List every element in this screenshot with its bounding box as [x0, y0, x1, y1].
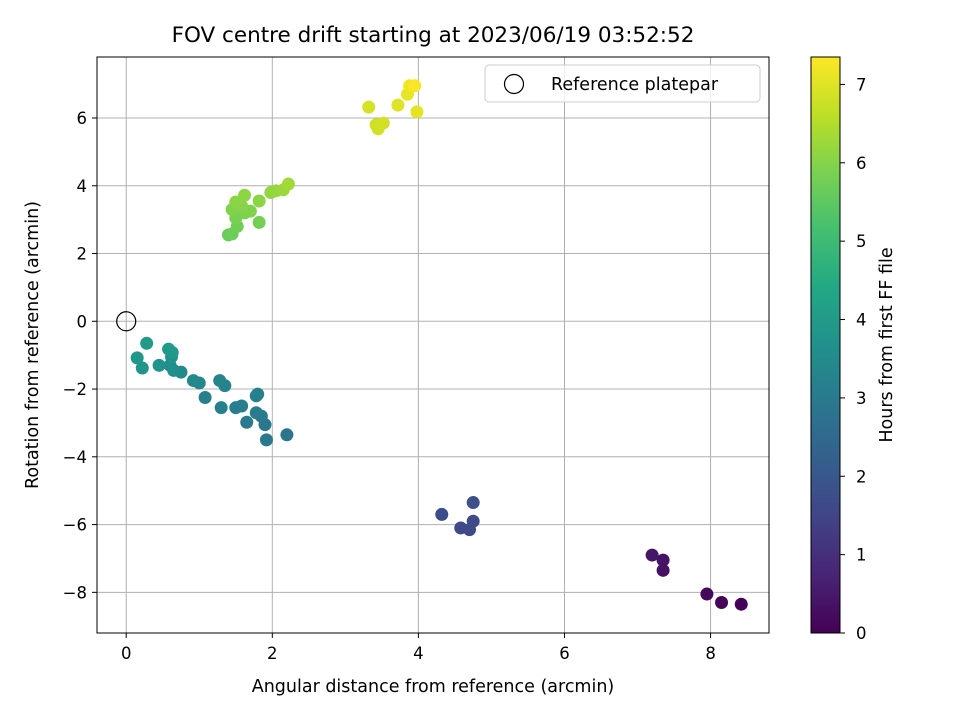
colorbar-tick-label: 6 [856, 154, 867, 173]
legend-label-reference-platepar: Reference platepar [551, 75, 719, 95]
scatter-point [454, 521, 468, 535]
x-axis-ticks: 0 2 4 6 8 [121, 633, 716, 663]
chart-title: FOV centre drift starting at 2023/06/19 … [172, 23, 695, 48]
legend: Reference platepar [484, 64, 761, 103]
scatter-point [152, 358, 166, 372]
colorbar-gradient [810, 56, 841, 634]
scatter-point [259, 433, 273, 447]
scatter-point [280, 428, 294, 442]
x-tick-label: 8 [705, 644, 716, 663]
scatter-point [251, 387, 265, 401]
y-tick-label: 2 [77, 245, 88, 264]
y-tick-label: −4 [63, 448, 87, 467]
scatter-point [376, 116, 390, 130]
x-tick-label: 6 [559, 644, 570, 663]
colorbar-tick-label: 7 [856, 75, 867, 94]
scatter-point [408, 79, 422, 93]
colorbar-tick-label: 3 [856, 389, 867, 408]
y-tick-label: −2 [63, 380, 87, 399]
plot-area: 0 2 4 6 8 −8 −6 −4 −2 0 2 4 6 [63, 56, 770, 663]
scatter-points [130, 79, 748, 611]
x-tick-label: 0 [121, 644, 132, 663]
colorbar-tick-label: 5 [856, 232, 867, 251]
scatter-point [135, 361, 149, 375]
scatter-point [229, 195, 243, 209]
colorbar-tick-label: 1 [856, 546, 867, 565]
scatter-point [466, 514, 480, 528]
y-tick-label: 4 [77, 177, 88, 196]
y-axis-ticks: −8 −6 −4 −2 0 2 4 6 [63, 109, 97, 602]
x-tick-label: 4 [413, 644, 424, 663]
x-tick-label: 2 [267, 644, 278, 663]
scatter-point [281, 177, 295, 191]
reference-marker-group [116, 311, 137, 332]
scatter-point [252, 194, 266, 208]
colorbar-tick-label: 4 [856, 311, 867, 330]
scatter-point [715, 596, 729, 610]
y-axis-label: Rotation from reference (arcmin) [23, 201, 43, 489]
scatter-point [362, 100, 376, 114]
scatter-point [214, 401, 228, 415]
y-tick-label: −8 [63, 583, 87, 602]
grid-lines [97, 57, 769, 633]
colorbar-tick-label: 0 [856, 624, 867, 643]
x-axis-label: Angular distance from reference (arcmin) [252, 677, 615, 697]
y-tick-label: 0 [77, 312, 88, 331]
scatter-point [656, 553, 670, 567]
scatter-point [130, 351, 144, 365]
scatter-point [186, 374, 200, 388]
scatter-point [656, 563, 670, 577]
legend-reference-marker [503, 73, 525, 95]
scatter-point [391, 98, 405, 112]
scatter-point [435, 507, 449, 521]
scatter-point [240, 415, 254, 429]
axes-frame [96, 56, 770, 634]
scatter-point [700, 587, 714, 601]
scatter-point [410, 105, 424, 119]
y-tick-label: −6 [63, 516, 87, 535]
scatter-point [734, 597, 748, 611]
colorbar-tick-label: 2 [856, 467, 867, 486]
y-tick-label: 6 [77, 109, 88, 128]
scatter-point [252, 215, 266, 229]
scatter-point [238, 188, 252, 202]
scatter-point [249, 406, 263, 420]
colorbar-label: Hours from first FF file [877, 247, 897, 442]
scatter-point [198, 391, 212, 405]
legend-box [484, 64, 761, 103]
scatter-point [645, 548, 659, 562]
scatter-point [213, 374, 227, 388]
reference-platepar-marker [116, 311, 137, 332]
scatter-point [162, 342, 176, 356]
scatter-point [140, 336, 154, 350]
colorbar-ticks: 0 1 2 3 4 5 6 7 [840, 75, 867, 643]
colorbar: 0 1 2 3 4 5 6 7 Hours from first FF file [810, 56, 897, 643]
scatter-point [235, 399, 249, 413]
scatter-point [466, 496, 480, 510]
